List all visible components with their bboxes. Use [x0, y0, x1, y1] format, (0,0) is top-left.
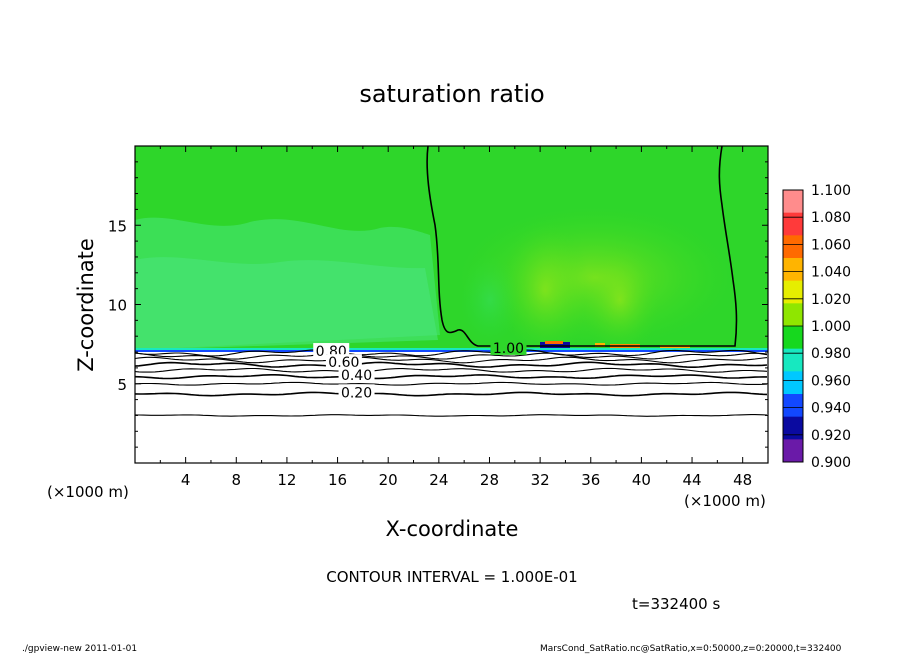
contour-line	[135, 356, 768, 364]
colorbar-label: 0.960	[811, 373, 851, 389]
cloud-plume-2	[580, 245, 660, 355]
x-tick-label: 4	[181, 471, 191, 489]
contour-label: 1.00	[493, 341, 524, 357]
footer-left-text: ./gpview-new 2011-01-01	[22, 644, 137, 654]
x-tick-label: 12	[277, 471, 296, 489]
x-tick-label: 40	[632, 471, 651, 489]
contour-label: 0.40	[341, 368, 372, 384]
colorbar-swatch	[783, 212, 803, 236]
y-axis-unit: (×1000 m)	[47, 483, 129, 501]
x-tick-label: 16	[328, 471, 347, 489]
y-tick-label: 5	[117, 376, 127, 394]
x-tick-label: 32	[531, 471, 550, 489]
y-tick-label: 15	[108, 217, 127, 235]
x-tick-label: 24	[429, 471, 448, 489]
contour-interval-text: CONTOUR INTERVAL = 1.000E-01	[326, 568, 577, 586]
x-tick-label: 48	[733, 471, 752, 489]
hotspot-2	[545, 341, 563, 344]
colorbar-swatch	[783, 348, 803, 372]
colorbar-label: 1.000	[811, 319, 851, 335]
colorbar: 1.100 1.080 1.060 1.040 1.020 1.000 0.980 0.960…	[782, 183, 851, 471]
x-axis-ticks: 4 8 12 16 20 24 28 32 36 40 44 48	[159, 146, 752, 489]
colorbar-label: 0.940	[811, 401, 851, 417]
footer-right-text: MarsCond_SatRatio.nc@SatRatio,x=0:50000,…	[540, 644, 842, 654]
contour-label-bg	[338, 366, 375, 382]
x-tick-label: 8	[232, 471, 242, 489]
contour-label-bg	[325, 354, 362, 370]
colorbar-label: 1.060	[811, 237, 851, 253]
low-saturation-region	[135, 352, 768, 463]
contour-lines-lower	[135, 349, 768, 417]
contour-line	[135, 349, 768, 357]
colorbar-label: 0.900	[811, 455, 851, 471]
x-axis-unit: (×1000 m)	[684, 492, 766, 510]
colorbar-swatch	[783, 439, 803, 463]
colorbar-swatch	[783, 280, 803, 304]
plot-area	[135, 146, 768, 463]
contour-1-00	[426, 146, 738, 347]
contour-line	[135, 352, 768, 360]
contour-line	[135, 374, 767, 380]
y-axis-label: Z-coordinate	[74, 238, 98, 372]
colorbar-swatch	[783, 303, 803, 327]
colorbar-label: 1.100	[811, 183, 851, 199]
chart-title: saturation ratio	[359, 80, 544, 108]
x-axis-label: X-coordinate	[386, 517, 519, 541]
colorbar-swatch	[783, 326, 803, 350]
y-tick-label: 10	[108, 297, 127, 315]
hotspot-1	[540, 342, 570, 348]
colorbar-swatch	[783, 235, 803, 259]
colorbar-label: 0.980	[811, 346, 851, 362]
subsaturated-zone-left-inner	[135, 257, 438, 350]
y-axis-ticks: 5 10 15	[108, 161, 768, 448]
contour-line	[135, 361, 768, 368]
x-tick-label: 28	[480, 471, 499, 489]
contour-line	[135, 367, 768, 373]
contour-line	[135, 414, 768, 417]
colorbar-label: 1.080	[811, 210, 851, 226]
x-tick-label: 44	[682, 471, 701, 489]
contour-label-bg	[490, 339, 527, 355]
contour-line	[135, 381, 768, 386]
cloud-plume-1	[500, 220, 590, 360]
boundary-band-blue	[135, 350, 768, 352]
hotspot-3	[595, 343, 605, 347]
cloud-plume-3	[460, 255, 520, 345]
contour-label-bg	[338, 384, 375, 400]
colorbar-swatch	[783, 416, 803, 440]
contour-line	[135, 391, 768, 397]
colorbar-label: 1.020	[811, 292, 851, 308]
boundary-band-cyan	[135, 348, 768, 351]
contour-label: 0.20	[341, 385, 372, 401]
colorbar-swatch	[783, 371, 803, 395]
colorbar-label: 0.920	[811, 428, 851, 444]
colorbar-swatch	[783, 190, 803, 214]
contour-labels: 0.800.600.400.201.00	[313, 339, 527, 401]
x-tick-label: 20	[379, 471, 398, 489]
colorbar-swatch	[783, 394, 803, 418]
x-tick-label: 36	[581, 471, 600, 489]
colorbar-label: 1.040	[811, 265, 851, 281]
time-stamp-text: t=332400 s	[632, 595, 720, 613]
colorbar-swatch	[783, 258, 803, 282]
